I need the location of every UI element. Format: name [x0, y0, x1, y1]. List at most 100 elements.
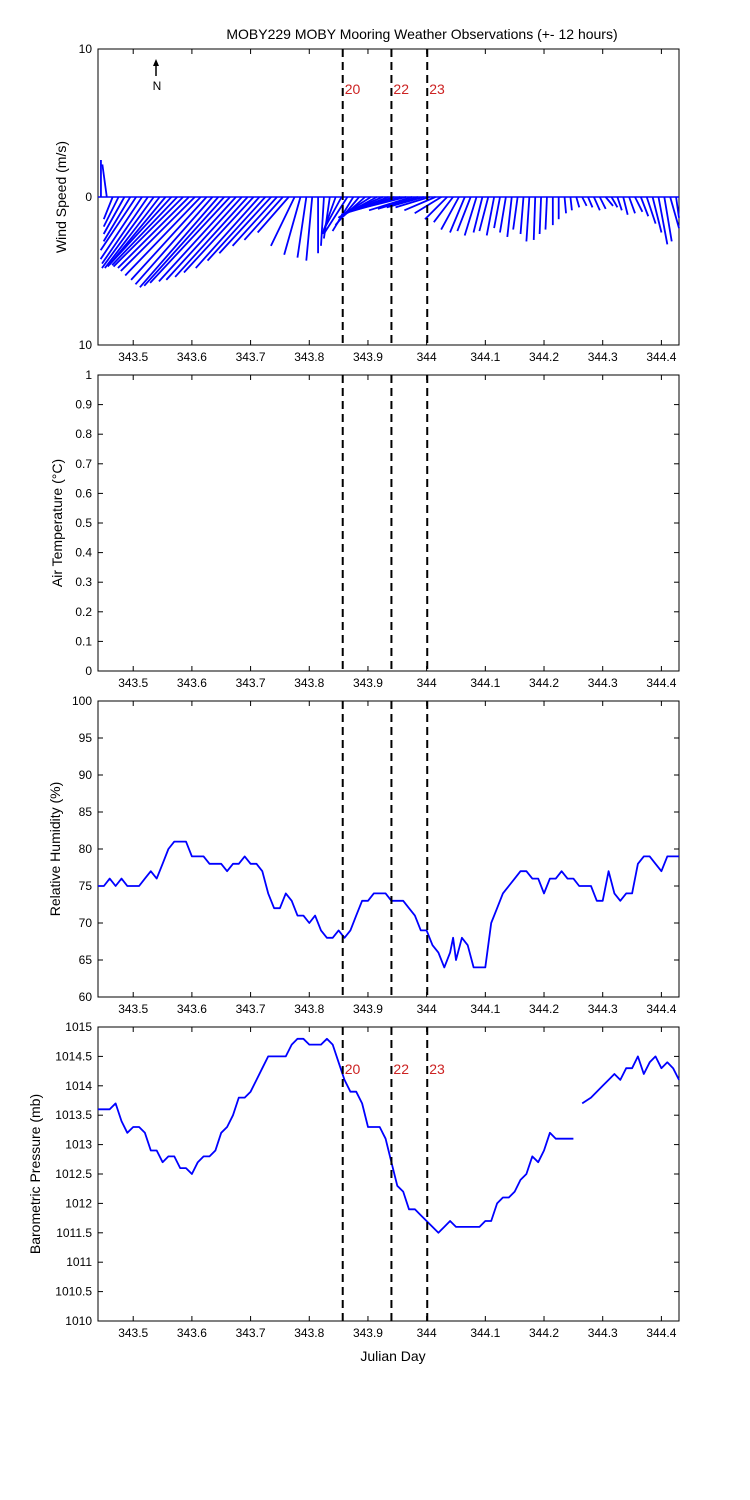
wind-stick: [104, 196, 161, 269]
wind-stick: [283, 196, 302, 255]
y-tick-label: 75: [79, 879, 93, 893]
wind-stick: [206, 196, 266, 262]
wind-stick: [449, 196, 466, 233]
y-tick-label: 0.5: [75, 516, 92, 530]
wind-stick: [305, 196, 314, 261]
x-tick-label: 344.3: [588, 1326, 618, 1340]
event-label: 23: [429, 81, 445, 97]
x-tick-label: 344: [417, 350, 437, 364]
x-tick-label: 343.6: [177, 1002, 207, 1016]
x-tick-label: 343.5: [118, 676, 148, 690]
wind-stick: [663, 196, 673, 242]
y-tick-label: 1011.5: [56, 1226, 92, 1240]
wind-stick: [130, 196, 208, 281]
wind-speed-panel: 343.5 343.6 343.7 343.8 343.9 344 344.1 344.2 34…: [53, 42, 680, 364]
wind-stick: [628, 196, 636, 214]
wind-stick: [669, 196, 680, 229]
north-arrow-icon: N: [153, 59, 161, 93]
wind-stick: [493, 196, 501, 229]
barometric-pressure-panel: 343.5 343.6 343.7 343.8 343.9 344 344.1 344.2 34…: [27, 1020, 680, 1340]
x-tick-label: 343.9: [353, 1002, 383, 1016]
y-tick-label: 0.4: [75, 546, 92, 560]
wind-stick: [102, 196, 114, 220]
y-tick-label: 90: [79, 768, 93, 782]
x-tick-label: 343.8: [294, 1326, 324, 1340]
y-tick-label: 10: [79, 338, 93, 352]
y-tick-label: 65: [79, 953, 93, 967]
wind-stick: [99, 196, 143, 260]
event-label: 20: [345, 81, 361, 97]
x-tick-label: 344: [417, 1326, 437, 1340]
wind-stick: [499, 196, 507, 233]
y-tick-label: 0.9: [75, 398, 92, 412]
y-axis-label: Barometric Pressure (mb): [27, 1094, 43, 1254]
wind-stick: [657, 196, 669, 245]
x-tick-label: 343.9: [353, 676, 383, 690]
x-tick-label: 344.2: [529, 676, 559, 690]
x-tick-label: 343.8: [294, 1002, 324, 1016]
y-tick-label: 0.7: [75, 457, 92, 471]
wind-stick: [478, 196, 490, 232]
wind-stick: [165, 196, 243, 281]
wind-stick: [102, 196, 120, 228]
wind-stick: [645, 196, 657, 224]
wind-stick: [320, 196, 325, 246]
y-tick-label: 0.6: [75, 486, 92, 500]
wind-stick: [111, 196, 178, 266]
y-tick-label: 1013: [65, 1138, 92, 1152]
x-tick-label: 343.8: [294, 350, 324, 364]
y-tick-label: 0.3: [75, 575, 92, 589]
x-tick-label: 344.4: [646, 1002, 676, 1016]
wind-stick: [538, 196, 542, 235]
x-tick-label: 344.3: [588, 1002, 618, 1016]
y-tick-label: 1010.5: [55, 1285, 92, 1299]
x-tick-label: 343.9: [353, 1326, 383, 1340]
x-axis-label: Julian Day: [360, 1348, 425, 1364]
y-tick-label: 0.2: [75, 605, 92, 619]
x-tick-label: 344.3: [588, 676, 618, 690]
wind-stick: [433, 196, 454, 223]
event-label: 22: [393, 81, 409, 97]
y-tick-label: 80: [79, 842, 93, 856]
x-tick-label: 343.5: [118, 350, 148, 364]
wind-stick: [395, 196, 430, 209]
wind-stick: [101, 196, 149, 265]
event-label: 23: [429, 1061, 445, 1077]
x-tick-label: 343.7: [236, 1002, 266, 1016]
wind-stick: [675, 196, 680, 218]
wind-stick: [544, 196, 548, 230]
relative-humidity-panel: 343.5 343.6 343.7 343.8 343.9 344 344.1 344.2 34…: [47, 694, 680, 1016]
y-tick-label: 60: [79, 990, 93, 1004]
wind-stick: [463, 196, 478, 236]
wind-stick: [108, 196, 173, 266]
wind-stick: [270, 196, 296, 247]
wind-stick: [440, 196, 460, 230]
wind-stick: [519, 196, 525, 235]
wind-stick: [377, 196, 419, 210]
wind-stick: [616, 196, 623, 211]
wind-stick: [506, 196, 513, 238]
wind-stick: [124, 196, 202, 277]
wind-stick: [101, 196, 155, 269]
wind-stick: [563, 196, 567, 214]
wind-stick: [183, 196, 255, 274]
wind-stick: [569, 196, 573, 211]
wind-stick: [512, 196, 519, 230]
axes-box: [97, 700, 680, 998]
wind-stick: [149, 196, 231, 284]
wind-stick: [593, 196, 601, 211]
wind-stick: [112, 196, 184, 268]
x-tick-label: 344.4: [646, 350, 676, 364]
wind-stick: [120, 196, 196, 272]
x-tick-label: 343.6: [177, 1326, 207, 1340]
x-tick-label: 344.2: [529, 350, 559, 364]
wind-stick: [610, 196, 619, 208]
wind-stick: [532, 196, 537, 240]
x-tick-label: 343.9: [353, 350, 383, 364]
y-tick-label: 1013.5: [55, 1108, 92, 1122]
wind-stick: [117, 196, 190, 269]
wind-stick: [101, 164, 108, 198]
x-tick-label: 344: [417, 1002, 437, 1016]
wind-stick: [218, 196, 272, 254]
y-tick-label: 1015: [65, 1020, 92, 1034]
